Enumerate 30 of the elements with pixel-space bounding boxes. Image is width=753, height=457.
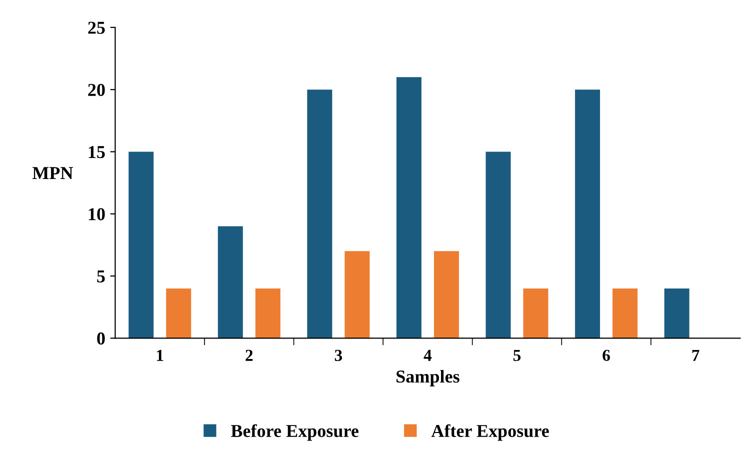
y-tick-label: 15 — [88, 146, 105, 158]
x-tick-label: 3 — [334, 350, 342, 362]
x-tick-label: 2 — [246, 350, 253, 361]
x-tick-label: 7 — [692, 350, 700, 361]
x-tick-label: 4 — [424, 350, 432, 361]
bar — [128, 152, 154, 338]
y-tick-label: 0 — [97, 332, 105, 345]
y-tick-label: 25 — [88, 22, 105, 34]
bar — [664, 288, 690, 338]
x-tick-label: 6 — [602, 350, 610, 362]
bar — [255, 288, 280, 338]
bar — [344, 251, 370, 338]
bar — [523, 288, 548, 338]
y-tick-label: 5 — [97, 270, 105, 282]
y-axis-title: MPN — [32, 167, 74, 179]
bar — [434, 251, 459, 338]
y-tick-label: 10 — [88, 208, 105, 220]
bar — [218, 226, 243, 338]
x-tick-label: 1 — [157, 350, 164, 361]
bar — [486, 152, 511, 338]
bar — [612, 288, 638, 338]
legend-label: Before Exposure — [231, 424, 358, 441]
bar — [166, 288, 192, 338]
bar — [575, 90, 600, 338]
bar — [307, 90, 332, 338]
x-axis-title: Samples — [396, 370, 460, 386]
y-tick-label: 20 — [88, 84, 105, 96]
bar — [396, 77, 422, 338]
x-tick-label: 5 — [513, 350, 521, 362]
legend-label: After Exposure — [431, 424, 549, 441]
